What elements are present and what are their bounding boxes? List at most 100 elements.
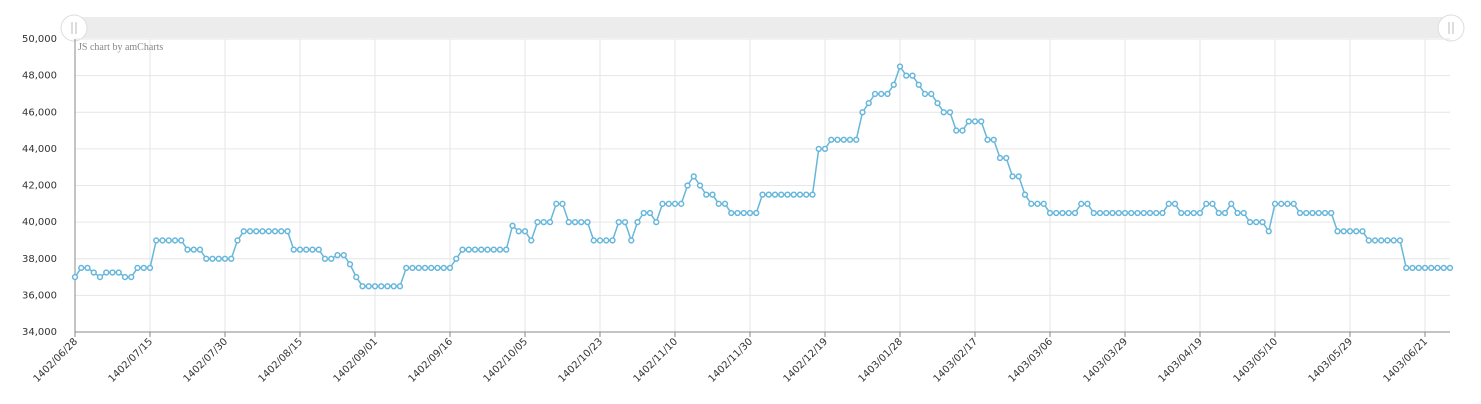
point <box>109 269 116 276</box>
scrollbar-grip-right[interactable] <box>1437 14 1465 42</box>
x-tick-label: 1402/08/15 <box>257 336 306 385</box>
point <box>240 228 247 235</box>
point <box>1371 237 1379 244</box>
line <box>74 64 1450 287</box>
point <box>1434 264 1441 272</box>
point <box>571 218 579 226</box>
x-tick-label: 1402/09/16 <box>407 336 456 385</box>
point <box>159 237 166 244</box>
point <box>128 273 135 281</box>
point <box>1178 209 1185 217</box>
y-tick-label: 36,000 <box>22 290 57 301</box>
point <box>1421 264 1429 272</box>
point <box>490 246 497 253</box>
y-tick-label: 42,000 <box>22 181 57 192</box>
point <box>940 109 947 116</box>
point <box>478 246 485 253</box>
point <box>865 99 872 107</box>
point <box>1265 228 1272 235</box>
point <box>121 273 129 281</box>
point <box>171 237 179 244</box>
point <box>915 81 922 88</box>
point <box>671 200 679 207</box>
point <box>578 218 585 226</box>
point <box>759 191 766 198</box>
y-tick-label: 50,000 <box>22 34 57 45</box>
point <box>278 228 285 235</box>
point <box>828 136 835 143</box>
point <box>1409 264 1416 272</box>
point <box>1128 209 1135 217</box>
point <box>84 264 91 272</box>
point <box>253 228 260 235</box>
point <box>921 90 929 98</box>
point <box>396 283 404 290</box>
point <box>1196 209 1204 217</box>
point <box>321 255 329 262</box>
point <box>309 246 316 253</box>
x-tick-label: 1403/01/28 <box>857 336 906 385</box>
point <box>296 246 304 253</box>
point <box>1328 209 1335 217</box>
point <box>421 264 429 272</box>
point <box>428 264 435 272</box>
point <box>840 136 847 143</box>
point <box>1303 209 1310 217</box>
point <box>590 237 597 244</box>
point <box>971 118 979 125</box>
point <box>1284 200 1291 207</box>
point <box>584 218 591 226</box>
point <box>234 237 241 244</box>
point <box>1190 209 1197 217</box>
point <box>609 237 616 244</box>
point <box>1440 264 1447 272</box>
y-tick-label: 40,000 <box>22 217 57 228</box>
point <box>709 191 716 198</box>
point <box>140 264 147 272</box>
point <box>1228 200 1235 207</box>
point <box>359 283 366 290</box>
point <box>265 228 272 235</box>
point <box>1428 264 1435 272</box>
point <box>403 264 410 272</box>
point <box>821 145 829 153</box>
x-tick-label: 1402/11/30 <box>707 336 756 385</box>
point <box>903 72 910 79</box>
point <box>453 255 460 262</box>
point <box>978 118 985 125</box>
point <box>765 191 772 198</box>
point <box>228 255 235 262</box>
point <box>1396 237 1404 244</box>
point <box>190 246 197 253</box>
point <box>996 154 1004 162</box>
point <box>559 200 566 207</box>
scrollbar[interactable] <box>75 17 1450 38</box>
point <box>503 246 510 253</box>
point <box>871 90 879 98</box>
point <box>415 264 422 272</box>
x-tick-label: 1402/06/28 <box>32 336 81 385</box>
point <box>303 246 310 253</box>
point <box>1403 264 1410 272</box>
y-tick-label: 38,000 <box>22 254 57 265</box>
point <box>690 173 697 180</box>
y-tick-label: 48,000 <box>22 71 57 82</box>
point <box>471 246 479 253</box>
point <box>390 283 397 290</box>
point <box>953 127 960 134</box>
point <box>878 90 885 98</box>
point <box>1084 200 1091 207</box>
point <box>740 209 747 217</box>
point <box>1121 209 1129 217</box>
point <box>753 209 760 217</box>
point <box>1021 191 1029 198</box>
point <box>771 191 779 198</box>
x-tick-label: 1402/07/30 <box>182 336 231 385</box>
point <box>1159 209 1166 217</box>
point <box>646 209 654 217</box>
x-tick-label: 1403/03/06 <box>1007 336 1056 385</box>
point <box>340 251 347 259</box>
point <box>515 228 522 235</box>
x-tick-label: 1403/05/10 <box>1232 336 1281 385</box>
scrollbar-grip-left[interactable] <box>60 14 88 42</box>
